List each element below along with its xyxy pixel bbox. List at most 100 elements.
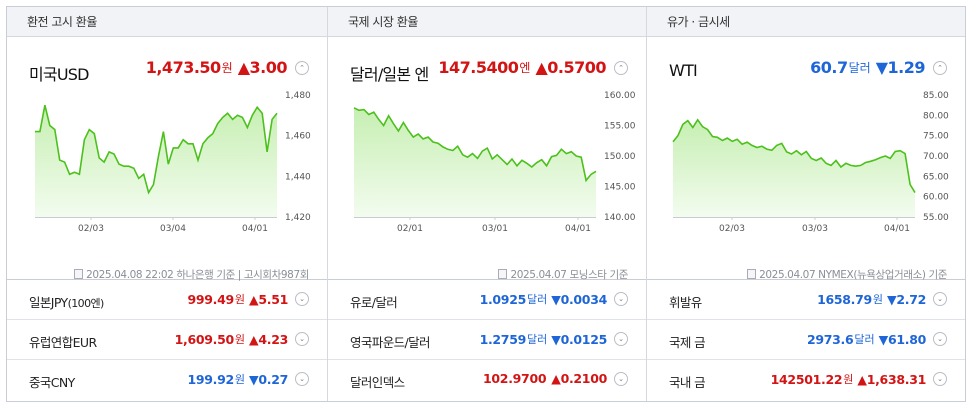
- item-value: 1,609.50: [174, 331, 235, 347]
- collapse-toggle-icon[interactable]: ⌃: [933, 60, 947, 75]
- price-chart: 1,480 1,460 1,440 1,420 02/03 03/04 04/01: [35, 91, 311, 234]
- price-chart: 85.00 80.00 75.00 70.00 65.00 60.00 55.00 02/03…: [672, 91, 949, 234]
- main-quote-change: ▲0.5700: [535, 58, 606, 77]
- item-name-text: 일본JPY: [29, 295, 68, 310]
- series-area: [35, 105, 277, 217]
- item-name: 중국CNY: [29, 372, 75, 391]
- expand-toggle-icon[interactable]: ⌄: [933, 332, 947, 346]
- item-unit: 원: [843, 373, 854, 386]
- list-item[interactable]: 유럽연합EUR 1,609.50 원 ▲4.23 ⌄: [7, 320, 327, 360]
- column-header: 국제 시장 환율: [328, 7, 646, 37]
- series-line: [672, 118, 916, 194]
- x-tick-label: 04/01: [565, 224, 591, 234]
- list-item[interactable]: 유로/달러 1.0925 달러 ▼0.0034 ⌄: [328, 280, 646, 320]
- main-quote-unit: 원: [221, 61, 233, 75]
- item-values: 1.0925 달러 ▼0.0034 ⌄: [480, 291, 628, 307]
- item-value: 102.9700: [483, 371, 547, 386]
- expand-toggle-icon[interactable]: ⌄: [614, 332, 628, 346]
- main-quote-values: 60.7 달러 ▼1.29 ⌃: [810, 58, 947, 77]
- list-item[interactable]: 휘발유 1658.79 원 ▼2.72 ⌄: [647, 280, 965, 320]
- y-tick-label: 60.00: [923, 193, 949, 203]
- x-tick-label: 02/03: [719, 224, 745, 234]
- main-quote[interactable]: WTI 60.7 달러 ▼1.29 ⌃ 85.00 80.00 75.00 70.00…: [647, 37, 965, 282]
- item-name: 국제 금: [669, 335, 706, 350]
- source-note: 2025.04.07 모닝스타 기준: [498, 267, 628, 282]
- item-change: ▲0.2100: [551, 371, 607, 386]
- item-values: 999.49 원 ▲5.51 ⌄: [187, 291, 309, 307]
- document-icon: [498, 269, 508, 279]
- source-text: 2025.04.08 22:02 하나은행 기준 | 고시회차987회: [86, 269, 309, 281]
- main-quote-unit: 엔: [519, 61, 531, 75]
- price-chart: 160.00 155.00 150.00 145.00 140.00 02/01 03/01…: [353, 91, 636, 234]
- expand-toggle-icon[interactable]: ⌄: [933, 372, 947, 386]
- list-item[interactable]: 일본JPY(100엔) 999.49 원 ▲5.51 ⌄: [7, 280, 327, 320]
- x-tick-label: 02/03: [78, 224, 104, 234]
- expand-toggle-icon[interactable]: ⌄: [295, 292, 309, 306]
- x-tick-label: 03/03: [802, 224, 828, 234]
- item-value: 142501.22: [770, 371, 843, 387]
- list-item[interactable]: 중국CNY 199.92 원 ▼0.27 ⌄: [7, 360, 327, 400]
- item-unit: 달러: [527, 333, 548, 346]
- x-tick-label: 04/01: [242, 224, 268, 234]
- item-unit: 원: [234, 373, 246, 386]
- main-quote-unit: 달러: [848, 61, 871, 75]
- item-name: 유럽연합EUR: [29, 332, 97, 351]
- main-quote[interactable]: 미국USD 1,473.50 원 ▲3.00 ⌃ 1,480 1,460 1,440…: [7, 37, 327, 282]
- item-value: 2973.6: [806, 331, 854, 347]
- expand-toggle-icon[interactable]: ⌄: [933, 292, 947, 306]
- item-unit: 달러: [527, 293, 548, 306]
- column-header: 유가 · 금시세: [647, 7, 965, 37]
- item-name: 달러인덱스: [350, 375, 405, 390]
- item-name-sub: (100엔): [67, 297, 105, 310]
- x-tick-label: 03/04: [160, 224, 186, 234]
- column-exchange: 환전 고시 환율 미국USD 1,473.50 원 ▲3.00 ⌃ 1,480 1…: [7, 7, 328, 401]
- y-tick-label: 160.00: [604, 91, 636, 101]
- item-name-text: 중국CNY: [29, 375, 75, 390]
- main-quote[interactable]: 달러/일본 엔 147.5400 엔 ▲0.5700 ⌃ 160.00 155.0…: [328, 37, 646, 282]
- y-tick-label: 65.00: [923, 172, 949, 182]
- collapse-toggle-icon[interactable]: ⌃: [614, 60, 628, 75]
- column-oil-gold: 유가 · 금시세 WTI 60.7 달러 ▼1.29 ⌃ 85.00 80.00 7…: [647, 7, 965, 401]
- item-values: 199.92 원 ▼0.27 ⌄: [187, 371, 309, 387]
- y-tick-label: 140.00: [604, 213, 636, 223]
- item-change: ▲4.23: [249, 331, 288, 347]
- column-header: 환전 고시 환율: [7, 7, 327, 37]
- source-note: 2025.04.08 22:02 하나은행 기준 | 고시회차987회: [74, 267, 309, 282]
- y-tick-label: 1,460: [285, 132, 311, 142]
- item-values: 2973.6 달러 ▼61.80 ⌄: [807, 331, 947, 347]
- list-item[interactable]: 영국파운드/달러 1.2759 달러 ▼0.0125 ⌄: [328, 320, 646, 360]
- y-tick-label: 55.00: [923, 213, 949, 223]
- source-note: 2025.04.07 NYMEX(뉴욕상업거래소) 기준: [747, 267, 947, 282]
- main-quote-change: ▼1.29: [875, 58, 926, 77]
- item-value: 999.49: [187, 291, 234, 307]
- item-unit: 원: [234, 333, 246, 346]
- series-line: [35, 105, 278, 195]
- item-values: 1,609.50 원 ▲4.23 ⌄: [175, 331, 309, 347]
- item-name-text: 유럽연합EUR: [29, 335, 97, 350]
- source-text: 2025.04.07 NYMEX(뉴욕상업거래소) 기준: [759, 269, 947, 281]
- list-item[interactable]: 국제 금 2973.6 달러 ▼61.80 ⌄: [647, 320, 965, 360]
- expand-toggle-icon[interactable]: ⌄: [295, 372, 309, 386]
- y-tick-label: 80.00: [923, 111, 949, 121]
- document-icon: [74, 269, 84, 279]
- main-quote-name: WTI: [669, 61, 698, 80]
- series-area: [354, 107, 596, 217]
- list-item[interactable]: 달러인덱스 102.9700 ▲0.2100 ⌄: [328, 360, 646, 400]
- collapse-toggle-icon[interactable]: ⌃: [295, 60, 309, 75]
- item-change: ▼2.72: [887, 291, 926, 307]
- item-unit: 원: [234, 293, 246, 306]
- item-name: 국내 금: [669, 375, 706, 390]
- expand-toggle-icon[interactable]: ⌄: [614, 292, 628, 306]
- expand-toggle-icon[interactable]: ⌄: [614, 371, 628, 386]
- list-item[interactable]: 국내 금 142501.22 원 ▲1,638.31 ⌄: [647, 360, 965, 400]
- x-tick-label: 02/01: [397, 224, 423, 234]
- item-unit: 달러: [854, 333, 875, 346]
- y-tick-label: 150.00: [604, 152, 636, 162]
- item-value: 1.2759: [479, 331, 527, 347]
- expand-toggle-icon[interactable]: ⌄: [295, 332, 309, 346]
- exchange-rate-widget: 환전 고시 환율 미국USD 1,473.50 원 ▲3.00 ⌃ 1,480 1…: [6, 6, 966, 402]
- item-change: ▲1,638.31: [857, 371, 926, 387]
- series-line: [353, 107, 597, 183]
- x-tick-label: 04/01: [884, 224, 910, 234]
- main-quote-value: 147.5400: [438, 58, 519, 77]
